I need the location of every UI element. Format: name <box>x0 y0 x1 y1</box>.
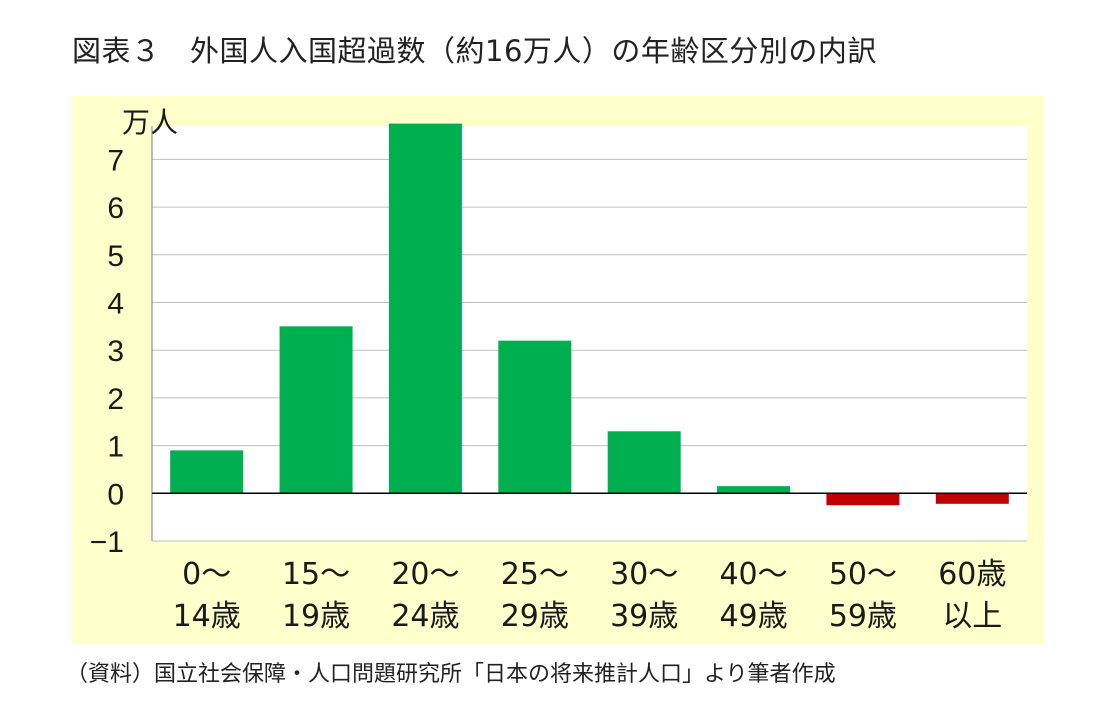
x-tick-label: 以上 <box>942 599 1002 634</box>
bar <box>607 431 681 494</box>
x-tick-label: 40～ <box>719 557 787 592</box>
x-tick-label: 49歳 <box>719 599 787 634</box>
x-tick-label: 15～ <box>282 557 350 592</box>
x-tick-label: 20～ <box>391 557 459 592</box>
x-tick-label: 39歳 <box>610 599 678 634</box>
y-axis-label: 万人 <box>122 106 178 139</box>
chart-panel: −1 0 1 2 3 4 5 6 7 万人 0～ 14歳 15～ 19歳 20～ 24歳 25～ 29歳 30～ 39… <box>72 96 1044 644</box>
bar <box>935 493 1009 504</box>
y-tick-label: 7 <box>107 144 124 177</box>
bar-chart: −1 0 1 2 3 4 5 6 7 万人 0～ 14歳 15～ 19歳 20～ 24歳 25～ 29歳 30～ 39… <box>90 106 1027 634</box>
bar <box>826 493 900 506</box>
y-tick-label: −1 <box>90 526 124 559</box>
y-tick-label: 6 <box>107 192 124 225</box>
x-tick-label: 19歳 <box>282 599 350 634</box>
x-tick-label: 0～ <box>182 557 231 592</box>
x-tick-label: 24歳 <box>391 599 459 634</box>
y-tick-label: 4 <box>107 287 124 320</box>
x-tick-label: 29歳 <box>501 599 569 634</box>
bar <box>279 326 353 494</box>
bar <box>170 450 244 494</box>
y-tick-label: 3 <box>107 335 124 368</box>
y-tick-label: 5 <box>107 240 124 273</box>
x-tick-label: 30～ <box>610 557 678 592</box>
x-tick-label: 60歳 <box>938 557 1006 592</box>
bar <box>717 486 791 494</box>
bar <box>388 123 462 494</box>
y-tick-label: 1 <box>107 431 124 464</box>
source-note: （資料）国立社会保障・人口問題研究所「日本の将来推計人口」より筆者作成 <box>66 662 836 687</box>
chart-title: 図表３ 外国人入国超過数（約16万人）の年齢区分別の内訳 <box>72 34 877 68</box>
x-tick-label: 14歳 <box>173 599 241 634</box>
x-tick-label: 50～ <box>829 557 897 592</box>
y-tick-label: 0 <box>107 478 124 511</box>
x-tick-label: 25～ <box>501 557 569 592</box>
y-tick-label: 2 <box>107 383 124 416</box>
x-tick-label: 59歳 <box>829 599 897 634</box>
bar <box>498 340 572 494</box>
